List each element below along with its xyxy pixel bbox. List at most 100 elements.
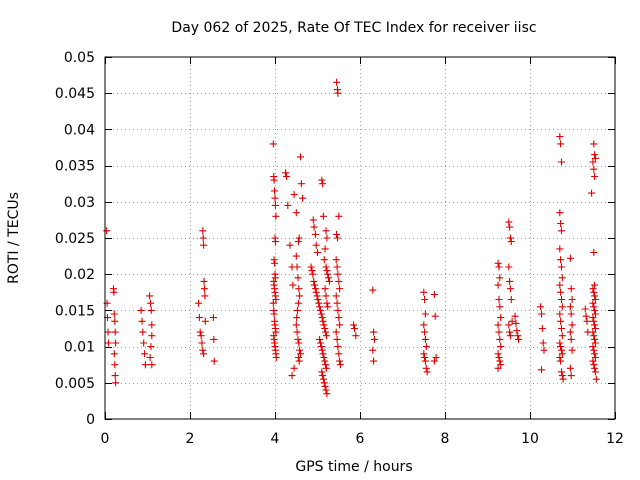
data-point (269, 299, 277, 307)
data-point (147, 343, 155, 351)
data-point (323, 267, 331, 275)
data-point (566, 328, 574, 336)
data-point (104, 328, 112, 336)
data-point (320, 321, 328, 329)
data-point (589, 357, 597, 365)
data-point (558, 332, 566, 340)
data-point (336, 285, 344, 293)
data-point (537, 303, 545, 311)
data-point (316, 335, 324, 343)
y-tick-label: 0.025 (55, 231, 95, 247)
data-point (568, 296, 576, 303)
data-point (557, 317, 565, 325)
data-point (322, 263, 330, 271)
data-point (335, 314, 343, 322)
data-point (591, 151, 599, 159)
data-point (317, 306, 324, 314)
data-point (589, 343, 597, 351)
data-point (336, 361, 344, 369)
data-point (538, 325, 546, 332)
y-tick-label: 0.035 (55, 159, 95, 175)
data-point (294, 335, 302, 343)
data-point (322, 332, 330, 340)
data-point (591, 292, 599, 300)
data-point (559, 375, 567, 383)
y-tick-label: 0.03 (64, 195, 95, 211)
data-point (505, 218, 513, 226)
x-tick-label: 4 (271, 431, 280, 447)
data-point (112, 339, 120, 347)
data-point (310, 223, 318, 231)
data-point (140, 339, 148, 347)
data-point (497, 314, 505, 322)
data-point (589, 314, 597, 322)
data-point (495, 296, 503, 303)
data-point (430, 357, 438, 365)
data-point (111, 361, 119, 369)
data-point (591, 306, 599, 314)
data-point (319, 180, 327, 188)
data-point (271, 274, 279, 282)
data-point (370, 357, 378, 365)
data-point (567, 372, 575, 380)
data-point (290, 191, 298, 199)
data-point (513, 327, 521, 335)
data-point (591, 281, 599, 289)
data-point (103, 227, 111, 235)
data-point (320, 379, 328, 387)
data-point (297, 350, 304, 358)
data-point (270, 310, 278, 318)
data-point (422, 343, 430, 351)
data-point (567, 285, 575, 293)
data-point (272, 296, 280, 303)
data-point (316, 303, 324, 311)
data-point (589, 285, 597, 293)
data-point (197, 332, 205, 340)
data-point (351, 325, 358, 332)
data-point (494, 321, 502, 329)
data-point (591, 296, 599, 303)
data-point (556, 281, 564, 289)
data-point (295, 234, 303, 242)
data-point (319, 317, 327, 325)
data-point (199, 346, 207, 354)
data-point (322, 328, 330, 336)
data-point (495, 263, 503, 271)
data-point (146, 354, 154, 361)
data-point (590, 288, 598, 296)
data-point (311, 281, 318, 289)
y-tick-label: 0.04 (64, 122, 95, 138)
data-point (370, 328, 378, 336)
data-point (508, 317, 516, 325)
data-point (110, 288, 118, 296)
data-point (294, 274, 302, 282)
x-tick-label: 0 (101, 431, 110, 447)
data-point (494, 281, 502, 289)
data-point (497, 343, 505, 351)
data-point (557, 343, 565, 351)
data-point (591, 339, 599, 347)
data-point (590, 165, 598, 173)
x-tick-label: 10 (521, 431, 539, 447)
data-point (506, 328, 514, 336)
data-point (271, 259, 279, 267)
data-point (272, 354, 280, 361)
y-tick-label: 0.005 (55, 376, 95, 392)
chart-title: Day 062 of 2025, Rate Of TEC Index for r… (171, 20, 536, 36)
data-point (196, 328, 204, 336)
data-point (318, 314, 326, 322)
data-point (324, 303, 332, 311)
data-point (589, 328, 597, 336)
data-point (322, 364, 330, 372)
data-point (333, 299, 341, 307)
data-point (283, 173, 290, 180)
data-point (320, 256, 328, 264)
data-point (506, 234, 514, 242)
data-point (592, 375, 600, 383)
data-point (420, 288, 428, 296)
data-point (583, 317, 591, 325)
data-point (496, 274, 504, 282)
data-point (319, 375, 327, 383)
data-point (292, 321, 300, 329)
